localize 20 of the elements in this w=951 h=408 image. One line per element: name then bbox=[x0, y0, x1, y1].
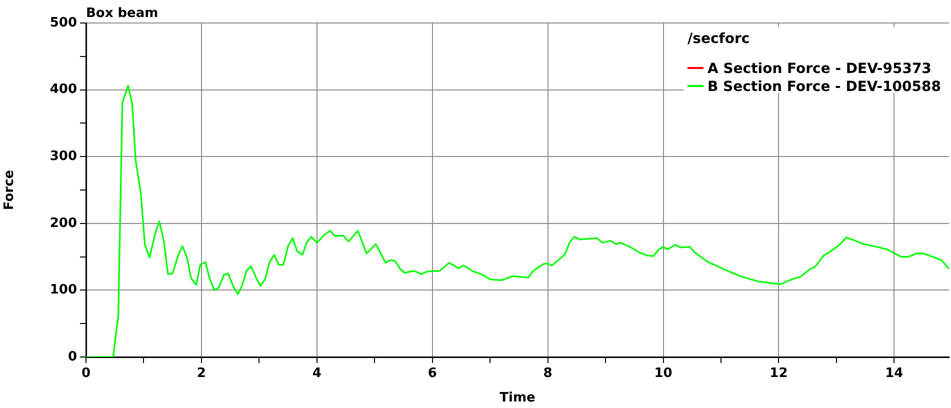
x-tick-label: 14 bbox=[885, 366, 904, 382]
legend-title: /secforc bbox=[688, 31, 750, 47]
x-tick-label: 4 bbox=[312, 366, 322, 382]
y-tick-label: 100 bbox=[50, 282, 77, 298]
y-tick-label: 200 bbox=[50, 216, 77, 231]
x-tick-label: 6 bbox=[428, 366, 437, 382]
x-tick-label: 2 bbox=[196, 366, 206, 382]
x-axis-title: Time bbox=[500, 390, 536, 406]
legend-label: B Section Force - DEV-100588 bbox=[708, 79, 942, 95]
x-tick-label: 0 bbox=[81, 366, 91, 382]
y-tick-label: 400 bbox=[50, 82, 77, 98]
legend-label: A Section Force - DEV-95373 bbox=[708, 61, 932, 77]
y-axis-title: Force bbox=[2, 170, 18, 210]
x-tick-label: 12 bbox=[770, 366, 788, 382]
x-tick-label: 10 bbox=[654, 366, 672, 382]
chart-title: Box beam bbox=[86, 6, 158, 21]
y-tick-label: 0 bbox=[68, 349, 77, 364]
y-tick-label: 500 bbox=[50, 15, 77, 30]
y-tick-label: 300 bbox=[50, 148, 77, 164]
x-tick-label: 8 bbox=[543, 366, 552, 382]
